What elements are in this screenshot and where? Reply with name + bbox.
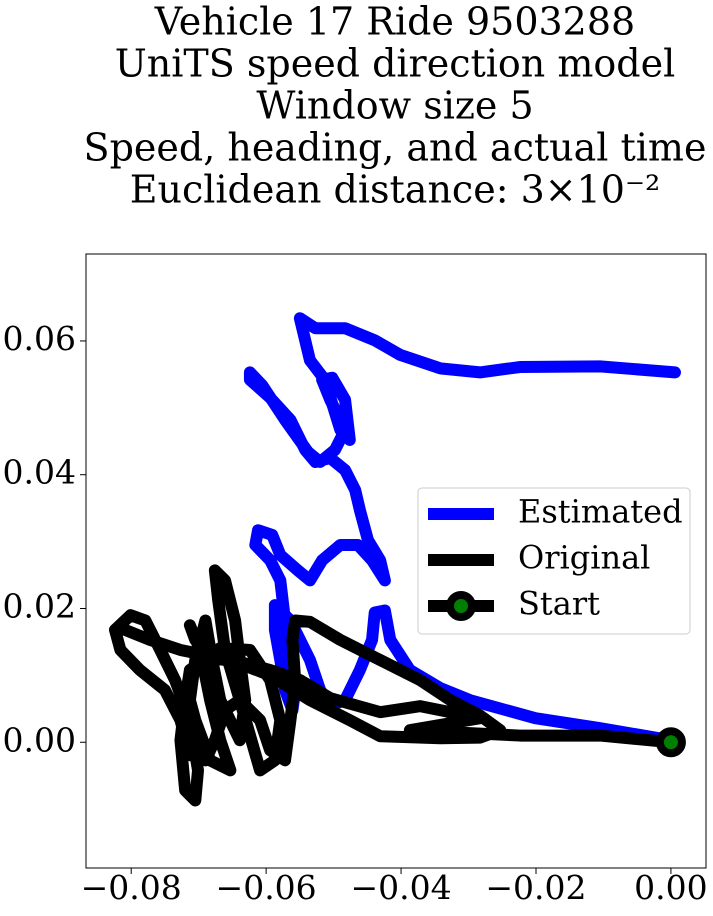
- title-line: Window size 5: [256, 84, 533, 128]
- axes-frame: [85, 253, 707, 869]
- y-tick-label: 0.06: [3, 319, 76, 358]
- title-line: Vehicle 17 Ride 9503288: [154, 0, 635, 44]
- y-tick-label: 0.04: [3, 453, 76, 492]
- y-tick-label: 0.02: [3, 586, 76, 625]
- title-line: UniTS speed direction model: [115, 42, 675, 86]
- title-line: Speed, heading, and actual time: [84, 126, 707, 170]
- x-tick-label: −0.08: [81, 868, 182, 907]
- plot-area: [109, 312, 686, 807]
- x-tick-label: 0.00: [634, 868, 707, 907]
- legend-label: Start: [518, 585, 600, 623]
- legend-label: Estimated: [518, 493, 683, 531]
- legend: Estimated Original Start: [417, 487, 691, 635]
- x-tick-label: −0.06: [216, 868, 317, 907]
- title-line: Euclidean distance: 3×10⁻²: [130, 168, 661, 212]
- x-tick-label: −0.04: [350, 868, 451, 907]
- x-tick-label: −0.02: [485, 868, 586, 907]
- legend-marker: [446, 591, 476, 621]
- axes: −0.08 −0.06 −0.04 −0.02 0.00 0.00 0.02 0.04 0.06: [3, 319, 708, 907]
- start-marker: [655, 727, 686, 758]
- legend-label: Original: [518, 539, 650, 577]
- legend-box: [417, 487, 691, 635]
- y-tick-label: 0.00: [3, 720, 76, 759]
- series-line: [109, 564, 677, 807]
